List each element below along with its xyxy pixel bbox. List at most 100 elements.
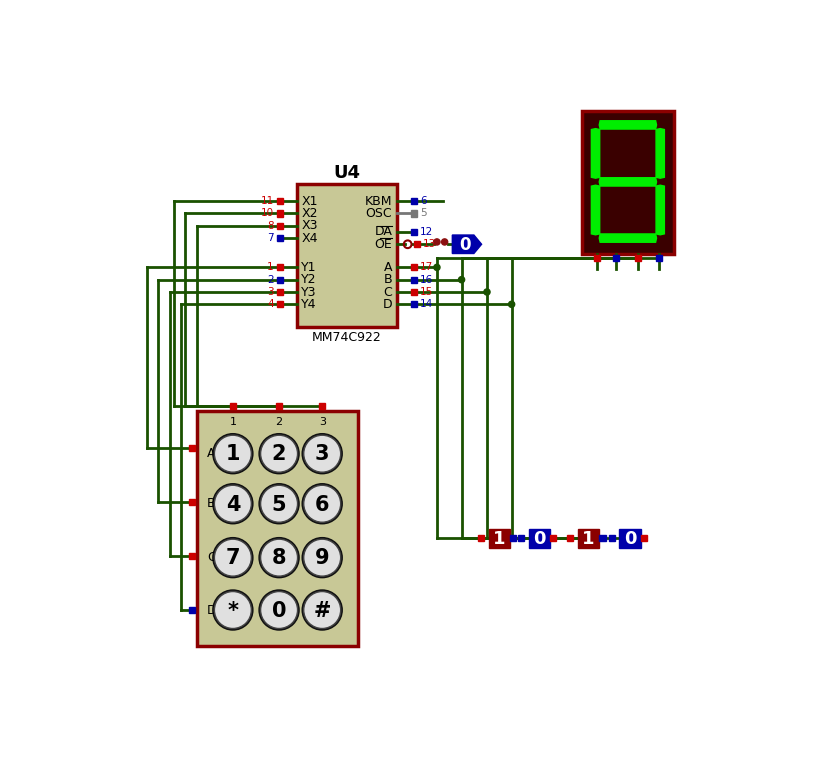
- Circle shape: [259, 590, 299, 630]
- Circle shape: [302, 483, 342, 524]
- Text: 7: 7: [267, 233, 274, 243]
- Circle shape: [214, 539, 251, 576]
- Text: 0: 0: [624, 530, 637, 549]
- Bar: [478, 536, 484, 542]
- Text: 0: 0: [459, 236, 471, 254]
- Bar: [276, 277, 283, 283]
- Circle shape: [212, 590, 253, 630]
- Text: 4: 4: [267, 299, 274, 309]
- Text: D: D: [207, 604, 216, 617]
- Polygon shape: [599, 234, 657, 243]
- Text: 3: 3: [315, 444, 330, 464]
- Circle shape: [214, 591, 251, 629]
- Text: 4: 4: [226, 494, 240, 515]
- Bar: [276, 403, 282, 409]
- Text: 1: 1: [267, 262, 274, 272]
- Circle shape: [214, 435, 251, 472]
- Text: MM74C922: MM74C922: [312, 331, 382, 344]
- Circle shape: [261, 435, 298, 472]
- FancyBboxPatch shape: [489, 529, 510, 548]
- Text: X3: X3: [301, 220, 318, 233]
- Bar: [230, 403, 236, 409]
- Bar: [411, 229, 417, 235]
- Bar: [189, 499, 195, 506]
- Circle shape: [259, 538, 299, 578]
- Polygon shape: [656, 185, 664, 235]
- Bar: [582, 111, 674, 253]
- Bar: [297, 184, 397, 327]
- Polygon shape: [452, 235, 481, 253]
- Circle shape: [261, 591, 298, 629]
- Bar: [594, 255, 600, 261]
- Bar: [613, 255, 619, 261]
- Text: 11: 11: [261, 196, 274, 206]
- Text: U4: U4: [334, 164, 360, 181]
- Bar: [411, 210, 417, 216]
- Bar: [656, 255, 662, 261]
- Text: B: B: [207, 497, 216, 510]
- Bar: [411, 301, 417, 308]
- Text: DA: DA: [374, 226, 393, 239]
- Bar: [635, 255, 641, 261]
- Text: OE: OE: [374, 238, 393, 251]
- Bar: [411, 198, 417, 204]
- Text: #: #: [314, 601, 331, 620]
- Bar: [411, 277, 417, 283]
- Text: *: *: [227, 601, 238, 620]
- Bar: [599, 536, 606, 542]
- Circle shape: [261, 539, 298, 576]
- Circle shape: [434, 239, 440, 245]
- Circle shape: [212, 538, 253, 578]
- Circle shape: [212, 483, 253, 524]
- Text: 0: 0: [533, 530, 545, 549]
- Bar: [567, 536, 574, 542]
- Text: Y4: Y4: [301, 298, 317, 311]
- Text: X4: X4: [301, 232, 318, 245]
- Text: 16: 16: [420, 275, 433, 285]
- Circle shape: [509, 301, 515, 308]
- Text: C: C: [383, 285, 393, 298]
- Text: D: D: [383, 298, 393, 311]
- Bar: [276, 301, 283, 308]
- Circle shape: [458, 277, 465, 283]
- FancyBboxPatch shape: [529, 529, 550, 548]
- Text: Y2: Y2: [301, 273, 317, 286]
- Text: 17: 17: [420, 262, 433, 272]
- Circle shape: [261, 485, 298, 522]
- Circle shape: [484, 289, 490, 295]
- Text: Y3: Y3: [301, 285, 317, 298]
- Circle shape: [304, 539, 340, 576]
- Bar: [276, 235, 283, 241]
- Text: 1: 1: [229, 417, 237, 427]
- Bar: [276, 198, 283, 204]
- Bar: [518, 536, 524, 542]
- Circle shape: [304, 485, 340, 522]
- Bar: [414, 241, 420, 247]
- Bar: [189, 607, 195, 613]
- Bar: [608, 536, 615, 542]
- Circle shape: [302, 538, 342, 578]
- Text: A: A: [383, 261, 393, 274]
- Text: 12: 12: [420, 227, 433, 237]
- Circle shape: [304, 591, 340, 629]
- Bar: [189, 553, 195, 559]
- Text: 3: 3: [267, 287, 274, 297]
- Text: 6: 6: [315, 494, 330, 515]
- FancyBboxPatch shape: [578, 529, 599, 548]
- Text: 14: 14: [420, 299, 433, 309]
- FancyBboxPatch shape: [619, 529, 641, 548]
- Text: 3: 3: [319, 417, 325, 427]
- Text: 7: 7: [226, 549, 240, 568]
- Text: 1: 1: [583, 530, 595, 549]
- Circle shape: [442, 239, 447, 245]
- Bar: [411, 264, 417, 271]
- Bar: [189, 445, 195, 451]
- Circle shape: [214, 485, 251, 522]
- Text: B: B: [383, 273, 393, 286]
- Polygon shape: [592, 185, 600, 235]
- Text: 8: 8: [272, 549, 286, 568]
- Text: 10: 10: [261, 208, 274, 219]
- Text: 13: 13: [423, 239, 437, 249]
- Polygon shape: [592, 129, 600, 178]
- Bar: [276, 264, 283, 271]
